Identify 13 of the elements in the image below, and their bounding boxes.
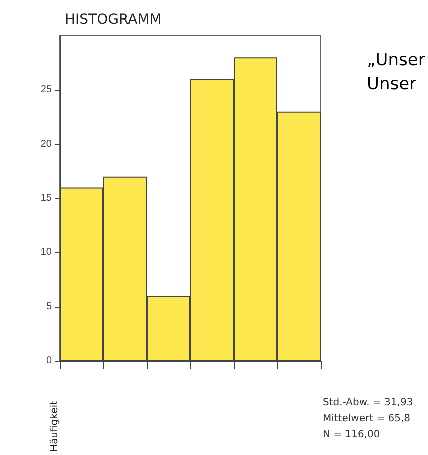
- y-tick-label: 25: [40, 84, 52, 96]
- y-tick-label: 10: [40, 247, 52, 258]
- y-tick-label: 0: [46, 356, 52, 367]
- y-axis-title: Häufigkeit: [50, 401, 60, 452]
- text: N = 116,00: [323, 430, 380, 440]
- text: „Unser: [367, 50, 426, 70]
- y-tick-label: 15: [40, 193, 52, 204]
- text: Unser: [367, 74, 417, 94]
- text: Std.-Abw. = 31,93: [323, 398, 414, 408]
- y-tick-label: 5: [46, 301, 52, 312]
- y-tick-label: 20: [40, 138, 52, 150]
- text: Mittelwert = 65,8: [323, 414, 411, 424]
- chart-title: HISTOGRAMM: [65, 12, 162, 28]
